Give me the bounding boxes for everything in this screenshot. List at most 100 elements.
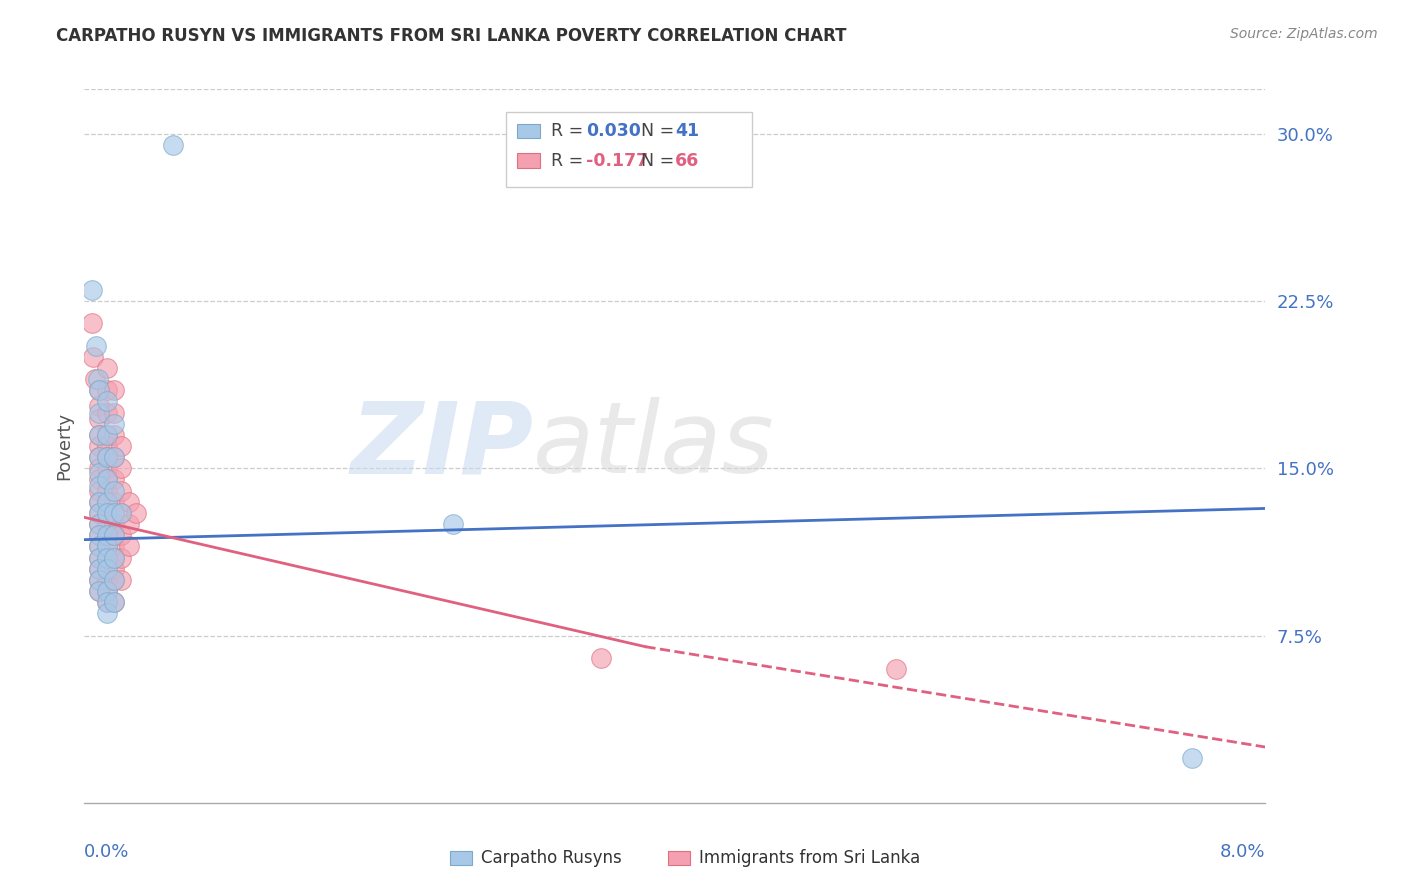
Point [87, 473, 111, 487]
Point [103, 550, 125, 565]
Point [87, 479, 111, 493]
Point [103, 528, 125, 542]
Point [87, 517, 111, 532]
Point [87, 399, 111, 413]
Point [96, 428, 118, 442]
Point [87, 450, 111, 464]
Point [103, 517, 125, 532]
Point [110, 550, 132, 565]
Point [103, 450, 125, 464]
Point [96, 517, 118, 532]
Point [96, 428, 118, 442]
Point [103, 528, 125, 542]
Point [83, 372, 105, 386]
Point [96, 405, 118, 420]
Point [87, 583, 111, 598]
Point [96, 506, 118, 520]
Point [87, 506, 111, 520]
Point [96, 483, 118, 498]
Text: 41: 41 [675, 122, 699, 140]
Point [110, 461, 132, 475]
Point [103, 562, 125, 576]
Point [87, 550, 111, 565]
Point [96, 450, 118, 464]
Point [96, 360, 118, 375]
Text: Carpatho Rusyns: Carpatho Rusyns [481, 849, 621, 867]
Point [87, 439, 111, 453]
Point [87, 528, 111, 542]
Y-axis label: Poverty: Poverty [55, 412, 73, 480]
Text: 66: 66 [675, 152, 699, 169]
Point [87, 573, 111, 587]
Text: 0.030: 0.030 [586, 122, 641, 140]
Point [103, 450, 125, 464]
Point [103, 405, 125, 420]
Point [110, 439, 132, 453]
Point [96, 583, 118, 598]
Point [110, 483, 132, 498]
Text: N =: N = [641, 152, 681, 169]
Point [886, 662, 908, 676]
Point [103, 539, 125, 553]
Point [96, 607, 118, 621]
Point [110, 573, 132, 587]
Point [96, 562, 118, 576]
Point [118, 517, 141, 532]
Point [96, 562, 118, 576]
Point [96, 583, 118, 598]
Point [103, 573, 125, 587]
Text: R =: R = [551, 152, 589, 169]
Point [103, 506, 125, 520]
Point [80, 317, 103, 331]
Point [82, 350, 104, 364]
Point [96, 494, 118, 508]
Point [118, 494, 141, 508]
Point [87, 562, 111, 576]
Point [110, 506, 132, 520]
Text: Immigrants from Sri Lanka: Immigrants from Sri Lanka [699, 849, 920, 867]
Point [96, 461, 118, 475]
Point [87, 506, 111, 520]
Point [87, 450, 111, 464]
Point [86, 372, 108, 386]
Point [103, 417, 125, 431]
Point [87, 428, 111, 442]
Point [87, 405, 111, 420]
Point [96, 550, 118, 565]
Text: R =: R = [551, 122, 589, 140]
Text: 0.0%: 0.0% [84, 843, 129, 861]
Text: Source: ZipAtlas.com: Source: ZipAtlas.com [1230, 27, 1378, 41]
Point [96, 528, 118, 542]
Text: ZIP: ZIP [350, 398, 533, 494]
Text: 8.0%: 8.0% [1220, 843, 1265, 861]
Point [96, 450, 118, 464]
Point [118, 539, 141, 553]
Point [96, 573, 118, 587]
Text: CARPATHO RUSYN VS IMMIGRANTS FROM SRI LANKA POVERTY CORRELATION CHART: CARPATHO RUSYN VS IMMIGRANTS FROM SRI LA… [56, 27, 846, 45]
Point [87, 384, 111, 398]
Point [103, 573, 125, 587]
Point [87, 583, 111, 598]
Point [87, 539, 111, 553]
Point [87, 494, 111, 508]
Point [103, 483, 125, 498]
Point [87, 550, 111, 565]
Point [103, 550, 125, 565]
Point [87, 562, 111, 576]
Text: -0.177: -0.177 [586, 152, 648, 169]
Point [96, 494, 118, 508]
Point [591, 651, 613, 665]
Point [1180, 751, 1202, 765]
Point [103, 595, 125, 609]
Point [96, 473, 118, 487]
Point [96, 473, 118, 487]
Point [96, 528, 118, 542]
Point [103, 595, 125, 609]
Point [96, 595, 118, 609]
Point [84, 338, 107, 352]
Point [96, 539, 118, 553]
Point [87, 384, 111, 398]
Point [87, 494, 111, 508]
Point [110, 506, 132, 520]
Point [96, 595, 118, 609]
